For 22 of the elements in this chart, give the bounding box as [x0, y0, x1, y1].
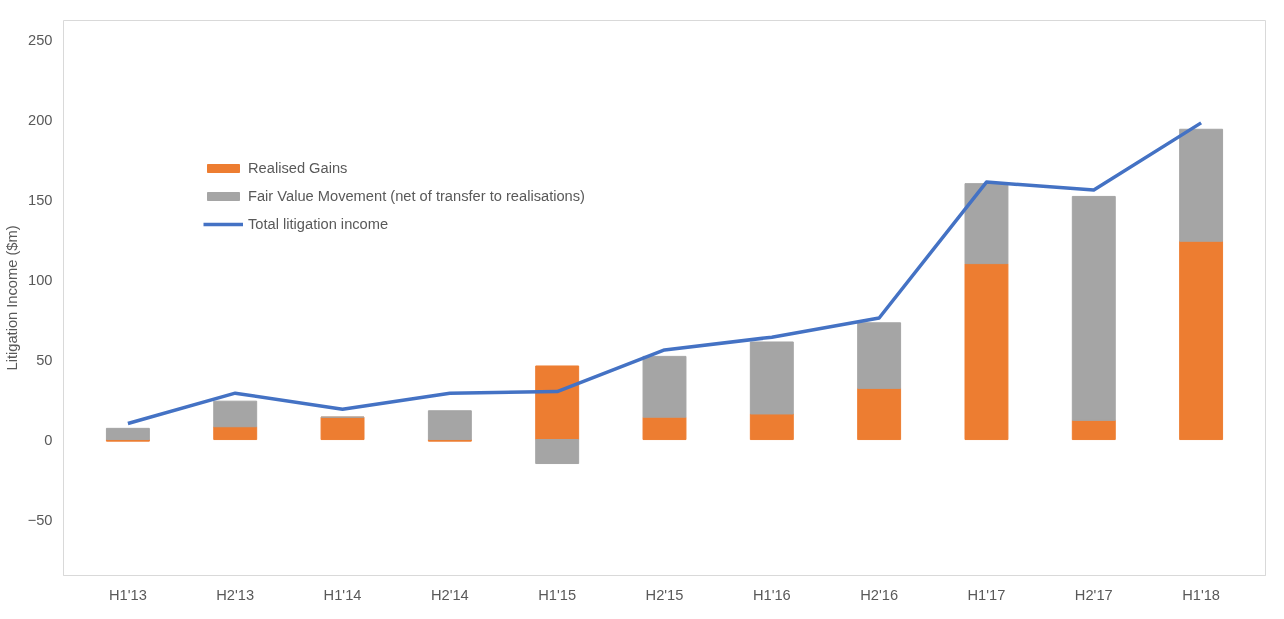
x-tick-label: H1'14	[323, 586, 362, 603]
x-tick-label: H1'18	[1182, 586, 1221, 603]
y-axis-title: Litigation Income ($m)	[3, 225, 20, 371]
y-tick-label: 50	[36, 351, 53, 368]
legend-label: Total litigation income	[248, 216, 389, 232]
y-tick-label: 200	[28, 111, 53, 128]
x-tick-label: H2'14	[430, 586, 469, 603]
y-tick-label: 150	[28, 191, 53, 208]
y-tick-label: 250	[28, 31, 53, 48]
x-tick-label: H1'17	[967, 586, 1006, 603]
y-tick-label: −50	[27, 511, 53, 528]
x-tick-label: H2'13	[216, 586, 255, 603]
legend-label: Fair Value Movement (net of transfer to realisations)	[248, 188, 585, 204]
x-tick-label: H1'13	[108, 586, 147, 603]
y-tick-label: 0	[44, 431, 53, 448]
x-tick-label: H2'17	[1074, 586, 1113, 603]
x-tick-label: H2'15	[645, 586, 684, 603]
x-tick-label: H1'16	[752, 586, 791, 603]
legend-label: Realised Gains	[248, 160, 348, 176]
x-tick-label: H1'15	[538, 586, 577, 603]
y-tick-label: 100	[28, 271, 53, 288]
x-tick-label: H2'16	[860, 586, 899, 603]
